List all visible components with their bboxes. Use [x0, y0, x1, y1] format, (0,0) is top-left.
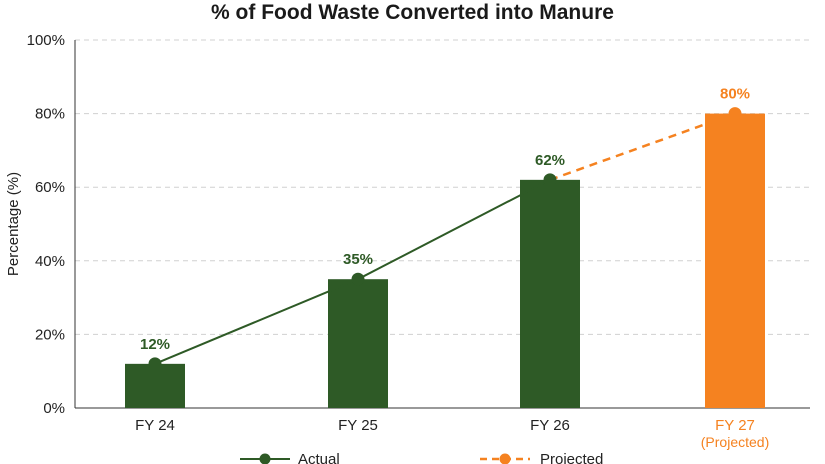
y-tick-label: 0% [43, 400, 65, 417]
y-axis-label: Percentage (%) [5, 172, 22, 276]
actual-point [543, 173, 557, 187]
x-tick-label: FY 27 [715, 417, 755, 434]
y-tick-label: 100% [27, 32, 65, 49]
data-label: 62% [535, 152, 565, 169]
data-label: 12% [140, 336, 170, 353]
data-label: 80% [720, 86, 750, 103]
x-tick-label: FY 25 [338, 417, 378, 434]
legend-projected-marker [499, 453, 511, 464]
legend-actual-marker [259, 453, 271, 464]
legend-actual-label: Actual [298, 451, 340, 464]
projected-bar [705, 113, 765, 408]
y-tick-label: 80% [35, 106, 65, 123]
data-label: 35% [343, 251, 373, 268]
actual-bar [520, 179, 580, 408]
x-tick-sublabel: (Projected) [701, 434, 769, 450]
x-tick-label: FY 24 [135, 417, 175, 434]
actual-point [351, 272, 365, 286]
actual-point [148, 357, 162, 371]
chart-title: % of Food Waste Converted into Manure [211, 1, 614, 24]
projected-line [549, 112, 736, 182]
projected-point [728, 107, 742, 121]
actual-bar [125, 363, 185, 408]
y-tick-label: 40% [35, 253, 65, 270]
y-tick-label: 60% [35, 179, 65, 196]
legend-projected-label: Projected [540, 451, 603, 464]
y-tick-label: 20% [35, 326, 65, 343]
x-tick-label: FY 26 [530, 417, 570, 434]
actual-bar [328, 279, 388, 408]
